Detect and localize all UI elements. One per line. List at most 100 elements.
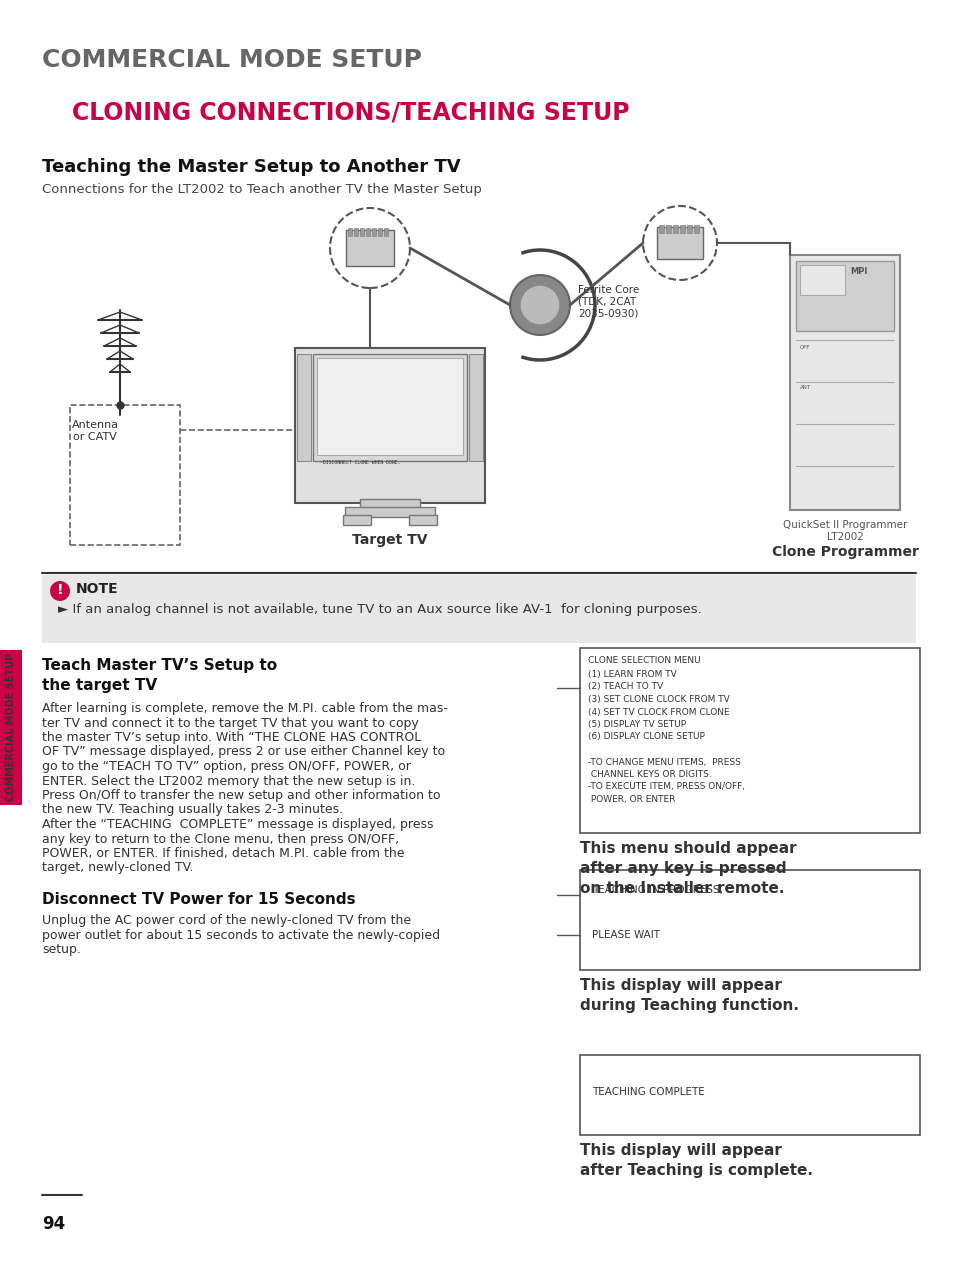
Text: the target TV: the target TV [42,678,157,693]
Text: PLEASE WAIT: PLEASE WAIT [592,930,659,940]
Text: This display will appear: This display will appear [579,1144,781,1158]
Bar [579,647,919,833]
Text: OF TV” message displayed, press 2 or use either Channel key to: OF TV” message displayed, press 2 or use… [42,745,445,758]
Bar [795,261,893,331]
Text: Teaching the Master Setup to Another TV: Teaching the Master Setup to Another TV [42,158,460,176]
Text: CHANNEL KEYS OR DIGITS.: CHANNEL KEYS OR DIGITS. [587,770,711,778]
Text: Clone Programmer: Clone Programmer [771,544,918,558]
Text: ANT: ANT [800,385,810,391]
Text: CLONE CLOCK =  XX:XX: CLONE CLOCK = XX:XX [319,415,377,420]
Text: 94: 94 [42,1215,65,1233]
Bar [657,226,702,259]
Text: Connections for the LT2002 to Teach another TV the Master Setup: Connections for the LT2002 to Teach anot… [42,183,481,196]
Text: Antenna
or CATV: Antenna or CATV [71,420,118,441]
Bar [313,354,467,460]
Bar [672,225,678,233]
Text: after any key is pressed: after any key is pressed [579,861,786,876]
Bar [348,228,352,237]
Text: ► If an analog channel is not available, tune TV to an Aux source like AV-1  for: ► If an analog channel is not available,… [58,603,701,616]
Text: -TO EXECUTE ITEM, PRESS ON/OFF,: -TO EXECUTE ITEM, PRESS ON/OFF, [587,782,744,791]
Text: (4) SET TV CLOCK FROM CLONE: (4) SET TV CLOCK FROM CLONE [587,707,729,716]
Bar [579,870,919,971]
Bar [679,225,684,233]
Bar [384,228,388,237]
Bar [42,575,915,644]
Bar [346,230,394,266]
Bar [0,650,22,805]
Text: TV CLOCK    =  XX:XX: TV CLOCK = XX:XX [319,424,377,429]
Bar [659,225,663,233]
Text: THE SW IS REVISION          XX: THE SW IS REVISION XX [319,397,406,402]
Bar [372,228,375,237]
Text: MPI: MPI [849,267,866,276]
Text: CLONING CONNECTIONS/TEACHING SETUP: CLONING CONNECTIONS/TEACHING SETUP [71,100,629,123]
Text: (5) DISPLAY TV SETUP: (5) DISPLAY TV SETUP [587,720,685,729]
Text: after Teaching is complete.: after Teaching is complete. [579,1163,812,1178]
Text: QuickSet II Programmer
LT2002: QuickSet II Programmer LT2002 [782,520,906,542]
Text: NOTE: NOTE [76,583,118,597]
Bar [693,225,699,233]
Text: TEACHING COMPLETE: TEACHING COMPLETE [592,1088,704,1096]
Text: ter TV and connect it to the target TV that you want to copy: ter TV and connect it to the target TV t… [42,716,418,730]
Text: -DISCONNECT CLONE WHEN DONE.: -DISCONNECT CLONE WHEN DONE. [319,460,400,466]
Circle shape [519,285,559,326]
Text: Teach Master TV’s Setup to: Teach Master TV’s Setup to [42,658,276,673]
Bar [469,354,482,460]
Text: POWER, or ENTER. If finished, detach M.PI. cable from the: POWER, or ENTER. If finished, detach M.P… [42,847,404,860]
Text: Ferrite Core
(TDK, 2CAT
2035-0930): Ferrite Core (TDK, 2CAT 2035-0930) [578,285,639,318]
Bar [409,515,436,525]
Text: -TO CHANGE MENU ITEMS,  PRESS: -TO CHANGE MENU ITEMS, PRESS [587,758,740,767]
Text: -PRESS ANY KEY TO CONTINUE.: -PRESS ANY KEY TO CONTINUE. [319,441,397,446]
Text: (6) DISPLAY CLONE SETUP: (6) DISPLAY CLONE SETUP [587,733,704,742]
Bar [345,508,435,516]
Bar [686,225,691,233]
Bar [800,265,844,295]
Bar [359,499,419,509]
Text: target, newly-cloned TV.: target, newly-cloned TV. [42,861,193,875]
Text: ENTER. Select the LT2002 memory that the new setup is in.: ENTER. Select the LT2002 memory that the… [42,775,415,787]
Text: (1) LEARN FROM TV: (1) LEARN FROM TV [587,670,676,679]
Text: Press On/Off to transfer the new setup and other information to: Press On/Off to transfer the new setup a… [42,789,440,803]
Bar [294,349,484,502]
Text: THE CLONE HAS CONTROL OF THIS TV: THE CLONE HAS CONTROL OF THIS TV [319,361,412,366]
Text: CLONE SELECTION MENU: CLONE SELECTION MENU [587,656,700,665]
Bar [343,515,371,525]
Bar [789,254,899,510]
Text: Target TV: Target TV [352,533,427,547]
Bar [70,404,180,544]
Bar [359,228,364,237]
Text: COMMERCIAL MODE SETUP: COMMERCIAL MODE SETUP [6,653,16,801]
Text: !: ! [56,583,63,597]
Text: any key to return to the Clone menu, then press ON/OFF,: any key to return to the Clone menu, the… [42,832,398,846]
Text: Unplug the AC power cord of the newly-cloned TV from the: Unplug the AC power cord of the newly-cl… [42,915,411,927]
Text: during Teaching function.: during Teaching function. [579,999,799,1013]
Text: THE CLONE IS VERSION        XX: THE CLONE IS VERSION XX [319,379,406,384]
Text: the master TV’s setup into. With “THE CLONE HAS CONTROL: the master TV’s setup into. With “THE CL… [42,731,421,744]
Bar [366,228,370,237]
Text: power outlet for about 15 seconds to activate the newly-copied: power outlet for about 15 seconds to act… [42,929,439,941]
Text: After the “TEACHING  COMPLETE” message is displayed, press: After the “TEACHING COMPLETE” message is… [42,818,433,831]
Text: TEACHING IN PROGRESS,: TEACHING IN PROGRESS, [592,885,722,895]
Text: go to the “TEACH TO TV” option, press ON/OFF, POWER, or: go to the “TEACH TO TV” option, press ON… [42,759,411,773]
Text: Disconnect TV Power for 15 Seconds: Disconnect TV Power for 15 Seconds [42,892,355,907]
Bar [377,228,381,237]
Text: setup.: setup. [42,943,81,957]
Text: on the Installer remote.: on the Installer remote. [579,881,783,895]
Text: After learning is complete, remove the M.PI. cable from the mas-: After learning is complete, remove the M… [42,702,447,715]
Text: (3) SET CLONE CLOCK FROM TV: (3) SET CLONE CLOCK FROM TV [587,695,729,703]
Bar [354,228,357,237]
Bar [665,225,670,233]
Text: OFF: OFF [800,345,810,350]
Text: THE TV IS VERSION           XX: THE TV IS VERSION XX [319,388,406,393]
Circle shape [510,275,569,335]
Bar [579,1054,919,1135]
Circle shape [50,581,70,600]
Text: the new TV. Teaching usually takes 2-3 minutes.: the new TV. Teaching usually takes 2-3 m… [42,804,343,817]
Text: This menu should appear: This menu should appear [579,841,796,856]
Text: This display will appear: This display will appear [579,978,781,993]
Text: POWER, OR ENTER: POWER, OR ENTER [587,795,675,804]
Bar [316,357,462,455]
Text: COMMERCIAL MODE SETUP: COMMERCIAL MODE SETUP [42,48,421,73]
Bar [296,354,311,460]
Text: (2) TEACH TO TV: (2) TEACH TO TV [587,683,662,692]
